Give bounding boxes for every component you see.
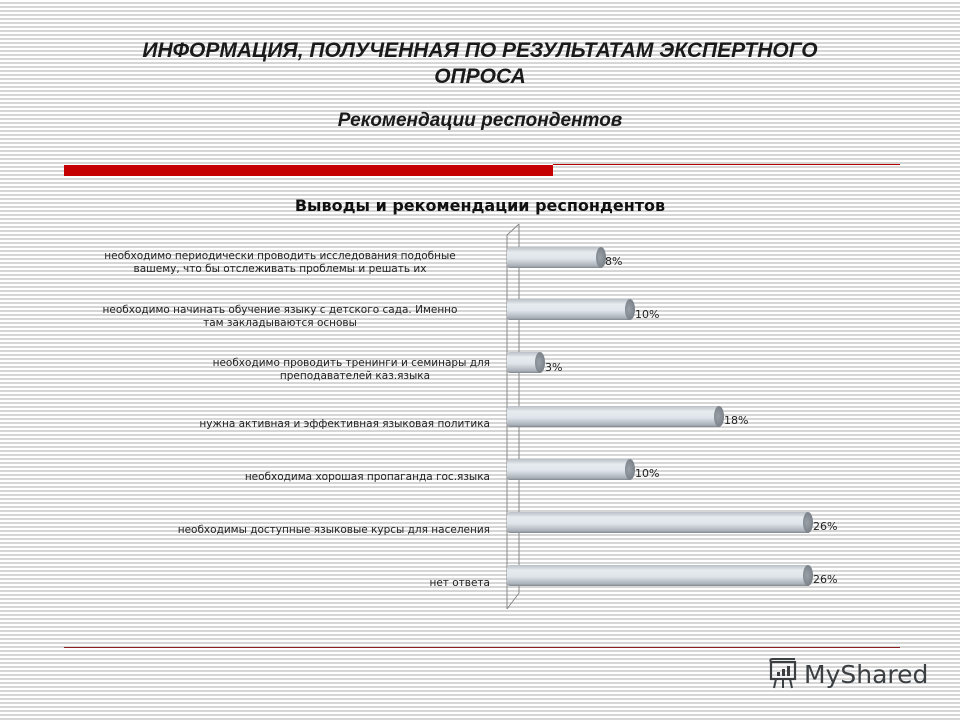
bar-1	[507, 247, 606, 268]
category-label-1: необходимо периодически проводить исслед…	[104, 250, 456, 275]
bottom-divider	[64, 647, 900, 648]
bar-value-3: 3%	[545, 361, 563, 374]
accent-bar	[64, 165, 553, 176]
bar-2	[507, 299, 635, 320]
category-label-2: необходимо начинать обучение языку с дет…	[102, 304, 458, 329]
slide-subtitle: Рекомендации респондентов	[337, 110, 623, 131]
myshared-logo: MyShared	[768, 657, 928, 691]
bar-value-6: 26%	[813, 520, 838, 533]
category-label-3: необходимо проводить тренинги и семинары…	[212, 357, 490, 382]
category-label-5: необходима хорошая пропаганда гос.языка	[244, 471, 490, 483]
bar-value-7: 26%	[813, 573, 838, 586]
category-label-6: необходимы доступные языковые курсы для …	[177, 524, 490, 536]
bar-value-2: 10%	[635, 308, 660, 321]
bar-4	[507, 406, 724, 427]
category-label-4: нужна активная и эффективная языковая по…	[199, 418, 490, 430]
slide-title: ИНФОРМАЦИЯ, ПОЛУЧЕННАЯ ПО РЕЗУЛЬТАТАМ ЭК…	[0, 38, 960, 90]
chart-title: Выводы и рекомендации респондентов	[294, 196, 666, 215]
watermark-text: MyShared	[804, 659, 929, 689]
bar-6	[507, 512, 813, 533]
bar-3	[507, 352, 545, 373]
slide-title-line2: ОПРОСА	[434, 65, 526, 88]
slide-title-line1: ИНФОРМАЦИЯ, ПОЛУЧЕННАЯ ПО РЕЗУЛЬТАТАМ ЭК…	[142, 39, 818, 62]
bar-value-4: 18%	[724, 414, 749, 427]
category-label-7: нет ответа	[429, 577, 490, 589]
bar-value-1: 8%	[605, 255, 623, 268]
accent-line	[553, 164, 900, 165]
bar-5	[507, 459, 635, 480]
bar-value-5: 10%	[635, 467, 660, 480]
presentation-board-icon	[769, 658, 797, 689]
bar-7	[507, 565, 813, 586]
